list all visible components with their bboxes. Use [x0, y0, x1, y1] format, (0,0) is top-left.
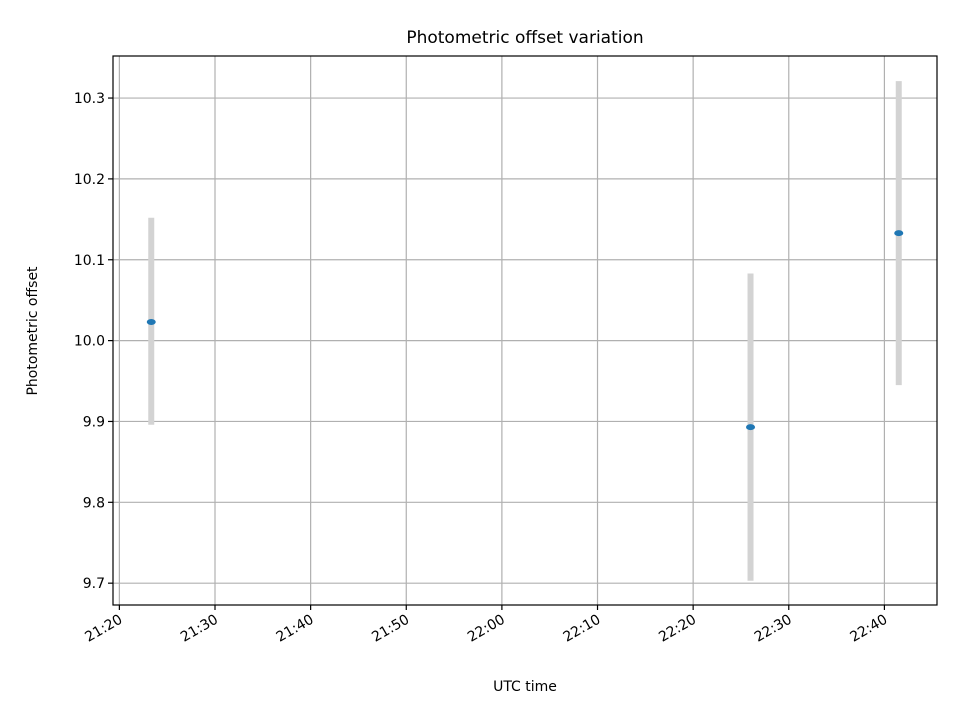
y-tick-label: 10.2: [74, 172, 105, 188]
y-tick-label: 9.7: [83, 576, 105, 592]
plot-frame: [112, 55, 938, 606]
y-tick-label: 9.9: [83, 414, 105, 430]
y-tick-label: 10.1: [74, 253, 105, 269]
y-tick-label: 10.0: [74, 334, 105, 350]
grid: [113, 56, 937, 605]
y-tick-label: 9.8: [83, 495, 105, 511]
y-axis-ticks: 9.7 9.8 9.9 10.0 10.1 10.2 10.3: [74, 91, 113, 592]
y-tick-label: 10.3: [74, 91, 105, 107]
data-point: [746, 424, 756, 431]
chart-title: Photometric offset variation: [406, 28, 643, 48]
x-axis-label: UTC time: [493, 679, 557, 695]
data-point: [894, 230, 904, 237]
data-point: [146, 319, 156, 326]
y-axis-label: Photometric offset: [25, 266, 41, 396]
data-points: [146, 230, 904, 431]
